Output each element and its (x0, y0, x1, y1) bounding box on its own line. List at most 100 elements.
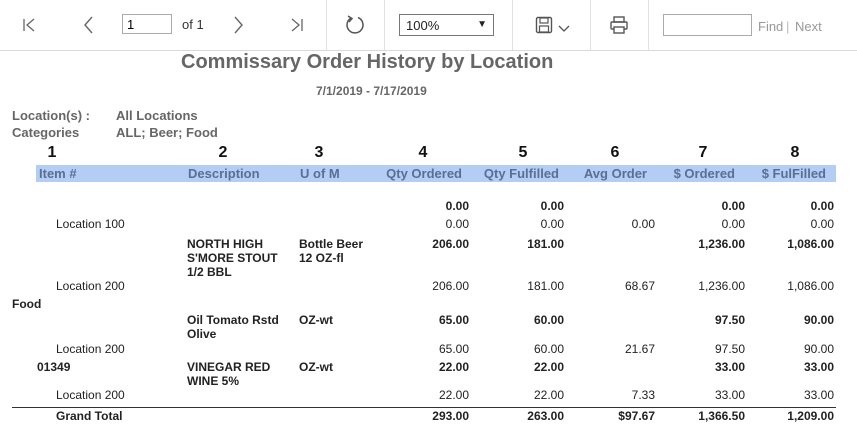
column-header-band (36, 165, 836, 182)
cell-ordered: 0.00 (721, 217, 745, 231)
toolbar-separator (590, 0, 591, 50)
dropdown-caret-icon: ▼ (477, 19, 487, 30)
total-avg: $97.67 (618, 409, 655, 423)
unit-of-measure: OZ-wt (299, 313, 333, 327)
cell-qty-ordered: 22.00 (438, 360, 469, 374)
item-description: NORTH HIGH S'MORE STOUT 1/2 BBL (187, 237, 278, 279)
total-fulfilled: 1,209.00 (787, 409, 834, 423)
find-separator: | (786, 19, 790, 34)
cell-fulfilled: 33.00 (803, 388, 834, 402)
chevron-left-icon (84, 16, 93, 34)
last-page-icon (291, 18, 303, 32)
location-value: All Locations (116, 108, 198, 123)
column-header: Item # (39, 166, 77, 181)
next-page-button[interactable] (224, 0, 252, 50)
column-header: Description (188, 166, 260, 181)
first-page-button[interactable] (15, 0, 43, 50)
cell-ordered: 97.50 (714, 342, 745, 356)
cell-qty-fulfilled: 60.00 (533, 342, 564, 356)
column-header: Qty Ordered (386, 166, 462, 181)
column-number: 2 (218, 144, 228, 161)
zoom-value: 100% (406, 18, 440, 33)
find-input[interactable] (663, 14, 752, 36)
cell-qty-ordered: 0.00 (445, 199, 469, 213)
column-number: 6 (610, 144, 620, 161)
column-header: $ FulFilled (761, 166, 826, 181)
column-header: $ Ordered (673, 166, 735, 181)
report-toolbar: of 1 100% ▼ Find | Next (0, 0, 857, 51)
cell-fulfilled: 0.00 (810, 199, 834, 213)
cell-qty-ordered: 65.00 (438, 313, 469, 327)
cell-qty-fulfilled: 181.00 (527, 237, 564, 251)
categories-value: ALL; Beer; Food (116, 125, 218, 140)
toolbar-separator (512, 0, 513, 50)
column-number: 4 (418, 144, 428, 161)
column-number: 1 (47, 144, 57, 161)
cell-qty-ordered: 0.00 (445, 217, 469, 231)
last-page-button[interactable] (283, 0, 311, 50)
location-label: Location 200 (56, 279, 125, 293)
toolbar-separator (384, 0, 385, 50)
cell-fulfilled: 1,086.00 (787, 279, 834, 293)
cell-qty-fulfilled: 22.00 (533, 360, 564, 374)
cell-ordered: 97.50 (714, 313, 745, 327)
column-number: 7 (698, 144, 708, 161)
report-body: Commissary Order History by Location 7/1… (0, 51, 857, 438)
save-icon (535, 16, 552, 34)
cell-qty-fulfilled: 22.00 (533, 388, 564, 402)
cell-fulfilled: 0.00 (810, 217, 834, 231)
cell-avg: 0.00 (631, 217, 655, 231)
location-label: Location 200 (56, 342, 125, 356)
grand-total-rule (12, 407, 836, 408)
location-label: Location(s) : (12, 108, 90, 123)
print-icon (610, 16, 628, 34)
report-date-range: 7/1/2019 - 7/17/2019 (316, 84, 427, 98)
cell-ordered: 33.00 (714, 360, 745, 374)
cell-qty-ordered: 206.00 (432, 279, 469, 293)
find-button[interactable]: Find (758, 19, 784, 34)
grand-total-label: Grand Total (56, 409, 123, 423)
cell-ordered: 33.00 (714, 388, 745, 402)
print-button[interactable] (605, 0, 633, 50)
unit-of-measure: Bottle Beer 12 OZ-fl (299, 237, 364, 265)
cell-ordered: 0.00 (721, 199, 745, 213)
item-description: Oil Tomato Rstd Olive (187, 313, 279, 341)
item-description: VINEGAR RED WINE 5% (187, 360, 271, 388)
cell-fulfilled: 33.00 (803, 360, 834, 374)
report-title: Commissary Order History by Location (181, 51, 554, 73)
find-next-button[interactable]: Next (795, 19, 822, 34)
cell-fulfilled: 1,086.00 (787, 237, 834, 251)
location-label: Location 100 (56, 217, 125, 231)
toolbar-separator (326, 0, 327, 50)
cell-qty-ordered: 22.00 (438, 388, 469, 402)
unit-of-measure: OZ-wt (299, 360, 333, 374)
cell-fulfilled: 90.00 (803, 313, 834, 327)
column-number: 3 (314, 144, 324, 161)
cell-qty-ordered: 65.00 (438, 342, 469, 356)
cell-qty-fulfilled: 0.00 (540, 217, 564, 231)
zoom-select[interactable]: 100% ▼ (399, 14, 494, 36)
cell-ordered: 1,236.00 (698, 237, 745, 251)
refresh-button[interactable] (341, 0, 369, 50)
cell-qty-fulfilled: 181.00 (527, 279, 564, 293)
export-button[interactable] (528, 0, 576, 50)
cell-avg: 7.33 (631, 388, 655, 402)
page-count-label: of 1 (182, 17, 204, 32)
item-number: 01349 (37, 360, 71, 374)
total-qty-fulfilled: 263.00 (527, 409, 564, 423)
cell-qty-fulfilled: 0.00 (540, 199, 564, 213)
categories-label: Categories (12, 125, 80, 140)
page-number-input[interactable] (122, 14, 172, 34)
chevron-down-icon (558, 25, 569, 32)
category-heading: Food (12, 297, 42, 311)
cell-ordered: 1,236.00 (698, 279, 745, 293)
cell-qty-ordered: 206.00 (432, 237, 469, 251)
first-page-icon (23, 18, 35, 32)
location-label: Location 200 (56, 388, 125, 402)
cell-avg: 68.67 (624, 279, 655, 293)
column-header: U of M (300, 166, 340, 181)
previous-page-button[interactable] (75, 0, 103, 50)
column-number: 8 (790, 144, 800, 161)
cell-avg: 21.67 (624, 342, 655, 356)
refresh-icon (346, 15, 364, 34)
